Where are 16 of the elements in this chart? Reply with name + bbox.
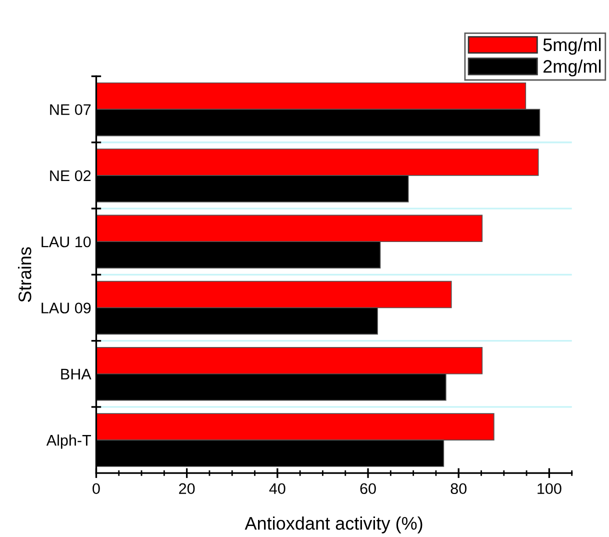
x-tick-label: 0	[92, 483, 100, 494]
x-tick-label: 60	[360, 483, 376, 494]
y-tick-label: Alph-T	[46, 434, 92, 449]
y-tick-label: NE 07	[50, 104, 91, 116]
x-tick-label: 100	[538, 483, 562, 494]
y-axis-title: Strains	[18, 247, 32, 302]
x-tick-label: 80	[450, 483, 467, 494]
y-tick-label: BHA	[61, 368, 92, 380]
y-tick-label: LAU 09	[42, 302, 91, 314]
x-tick-label: 20	[179, 483, 195, 494]
legend-label: 5mg/ml	[543, 38, 601, 55]
legend-label: 2mg/ml	[544, 60, 601, 76]
y-tick-label: LAU 10	[42, 236, 91, 248]
x-axis-title: Antioxdant activity (%)	[244, 516, 422, 534]
x-tick-label: 40	[269, 483, 286, 494]
y-tick-label: NE 02	[50, 170, 91, 182]
